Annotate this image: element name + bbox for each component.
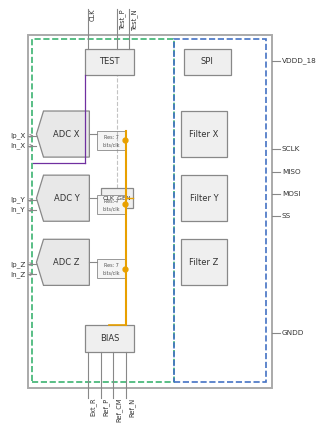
Text: GNDD: GNDD — [282, 331, 304, 337]
Text: bits/clk: bits/clk — [102, 270, 120, 275]
Text: SCLK: SCLK — [282, 146, 300, 152]
Polygon shape — [36, 111, 89, 157]
Bar — [85, 49, 134, 75]
Bar — [97, 259, 125, 278]
Text: Res: 7: Res: 7 — [104, 135, 118, 140]
Bar — [181, 239, 227, 285]
Text: In_Y: In_Y — [10, 207, 25, 213]
Text: In_Z: In_Z — [10, 271, 25, 277]
Text: TEST: TEST — [99, 58, 120, 66]
Text: bits/clk: bits/clk — [102, 142, 120, 147]
Polygon shape — [36, 175, 89, 221]
Text: SPI: SPI — [201, 58, 214, 66]
Bar — [181, 175, 227, 221]
Text: Filter Y: Filter Y — [190, 194, 218, 203]
Bar — [97, 131, 125, 150]
Text: SS: SS — [282, 213, 291, 219]
Text: Ref_N: Ref_N — [129, 397, 135, 417]
Text: In_X: In_X — [10, 143, 25, 149]
Text: bits/clk: bits/clk — [102, 206, 120, 211]
Text: Filter X: Filter X — [189, 130, 219, 138]
Bar — [97, 195, 125, 214]
Text: Filter Z: Filter Z — [189, 258, 219, 267]
Bar — [31, 39, 174, 382]
Text: CLK_GEN: CLK_GEN — [102, 196, 131, 201]
Text: ADC Y: ADC Y — [53, 194, 79, 203]
Bar — [184, 49, 231, 75]
Text: VDDD_18: VDDD_18 — [282, 58, 317, 64]
Text: Res: 7: Res: 7 — [104, 199, 118, 204]
Text: Test_N: Test_N — [132, 9, 138, 30]
Text: Ref_P: Ref_P — [103, 397, 110, 416]
Text: Ip_Y: Ip_Y — [10, 197, 25, 203]
Bar — [181, 111, 227, 157]
Bar — [29, 35, 272, 388]
Text: BIAS: BIAS — [100, 334, 119, 343]
Text: CLK: CLK — [90, 9, 96, 21]
Text: ADC Z: ADC Z — [53, 258, 80, 267]
Bar — [101, 188, 133, 208]
Text: MOSI: MOSI — [282, 191, 300, 197]
Bar — [174, 39, 266, 382]
Text: Ext_R: Ext_R — [90, 397, 97, 416]
Text: Ref_CM: Ref_CM — [116, 397, 122, 422]
Bar — [85, 325, 134, 351]
Polygon shape — [36, 239, 89, 285]
Text: ADC X: ADC X — [53, 130, 80, 138]
Text: MISO: MISO — [282, 169, 300, 175]
Text: Res: 7: Res: 7 — [104, 263, 118, 268]
Text: Ip_X: Ip_X — [10, 132, 25, 139]
Text: Ip_Z: Ip_Z — [10, 261, 25, 268]
Text: Test_P: Test_P — [119, 9, 126, 29]
